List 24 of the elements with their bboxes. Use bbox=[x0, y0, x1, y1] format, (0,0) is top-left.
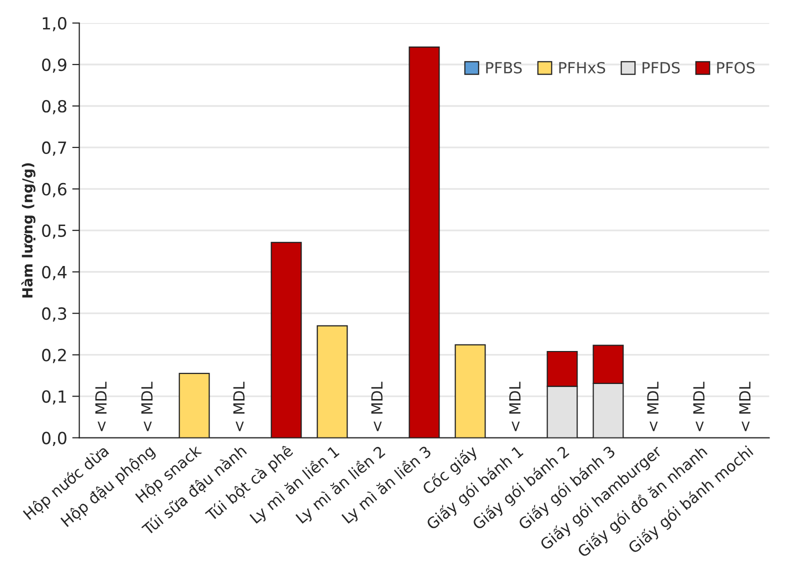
y-axis-title: Hàm lượng (ng/g) bbox=[21, 163, 36, 298]
legend-label: PFBS bbox=[486, 62, 522, 74]
y-tick-label: 0,8 bbox=[42, 100, 66, 114]
y-tick-label: 0,1 bbox=[42, 390, 66, 405]
annotation: < MDL bbox=[141, 382, 153, 432]
y-tick-label: 0,7 bbox=[42, 141, 66, 156]
annotation: < MDL bbox=[739, 382, 750, 432]
annotation: < MDL bbox=[95, 382, 107, 432]
y-tick-label: 0,2 bbox=[42, 348, 66, 364]
y-tick-label: 1,0 bbox=[42, 17, 66, 32]
annotation: < MDL bbox=[509, 382, 520, 432]
y-tick-label: 0,5 bbox=[42, 224, 66, 239]
y-tick-label: 0,6 bbox=[42, 182, 66, 198]
y-tick-label: 0,3 bbox=[42, 307, 66, 322]
y-tick-label: 0,9 bbox=[42, 58, 66, 73]
legend-label: PFDS bbox=[642, 62, 680, 74]
y-tick-label: 0,0 bbox=[42, 432, 66, 446]
annotation: < MDL bbox=[693, 382, 704, 432]
legend-label: PFOS bbox=[717, 62, 755, 74]
annotation: < MDL bbox=[647, 382, 658, 432]
y-tick-label: 0,4 bbox=[42, 266, 67, 280]
annotation: < MDL bbox=[371, 382, 382, 432]
annotation: < MDL bbox=[233, 382, 244, 432]
legend-label: PFHxS bbox=[559, 62, 606, 74]
